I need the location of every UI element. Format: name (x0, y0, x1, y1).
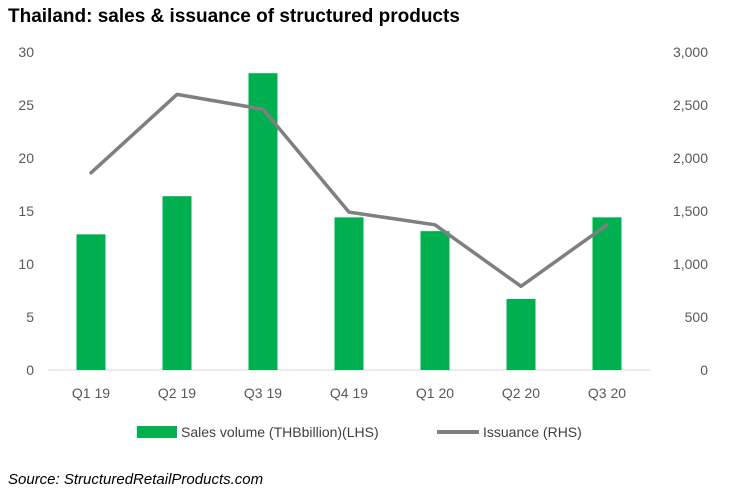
legend-swatch-sales (137, 426, 177, 438)
x-tick-label: Q3 20 (588, 385, 626, 401)
right-axis-ticks: 0 500 1,000 1,500 2,000 2,500 3,000 (673, 44, 708, 378)
left-tick-label: 25 (18, 97, 34, 113)
sales-bar (420, 231, 450, 370)
right-tick-label: 500 (685, 309, 709, 325)
x-axis-ticks: Q1 19 Q2 19 Q3 19 Q4 19 Q1 20 Q2 20 Q3 20 (72, 385, 626, 401)
sales-bars (76, 73, 622, 370)
left-tick-label: 30 (18, 44, 34, 60)
x-tick-label: Q1 19 (72, 385, 110, 401)
sales-bar (506, 298, 536, 370)
left-tick-label: 5 (26, 309, 34, 325)
legend-label-sales: Sales volume (THBbillion)(LHS) (181, 424, 379, 440)
sales-bar (248, 73, 278, 370)
left-axis-ticks: 0 5 10 15 20 25 30 (18, 44, 34, 378)
right-tick-label: 2,500 (673, 97, 708, 113)
sales-bar (334, 217, 364, 370)
right-tick-label: 1,500 (673, 203, 708, 219)
x-tick-label: Q2 20 (502, 385, 540, 401)
right-tick-label: 3,000 (673, 44, 708, 60)
legend: Sales volume (THBbillion)(LHS) Issuance … (137, 424, 582, 440)
chart-title: Thailand: sales & issuance of structured… (8, 6, 460, 27)
x-tick-label: Q2 19 (158, 385, 196, 401)
sales-bar (76, 234, 106, 370)
legend-label-issuance: Issuance (RHS) (483, 424, 582, 440)
sales-bar (162, 196, 192, 370)
left-tick-label: 0 (26, 362, 34, 378)
issuance-line-path (89, 92, 609, 289)
sales-bar (592, 217, 622, 370)
left-tick-label: 15 (18, 203, 34, 219)
right-tick-label: 1,000 (673, 256, 708, 272)
issuance-line (89, 92, 609, 289)
right-tick-label: 2,000 (673, 150, 708, 166)
left-tick-label: 20 (18, 150, 34, 166)
source-note: Source: StructuredRetailProducts.com (8, 471, 264, 488)
x-tick-label: Q4 19 (330, 385, 368, 401)
right-tick-label: 0 (700, 362, 708, 378)
left-tick-label: 10 (18, 256, 34, 272)
x-tick-label: Q1 20 (416, 385, 454, 401)
x-tick-label: Q3 19 (244, 385, 282, 401)
